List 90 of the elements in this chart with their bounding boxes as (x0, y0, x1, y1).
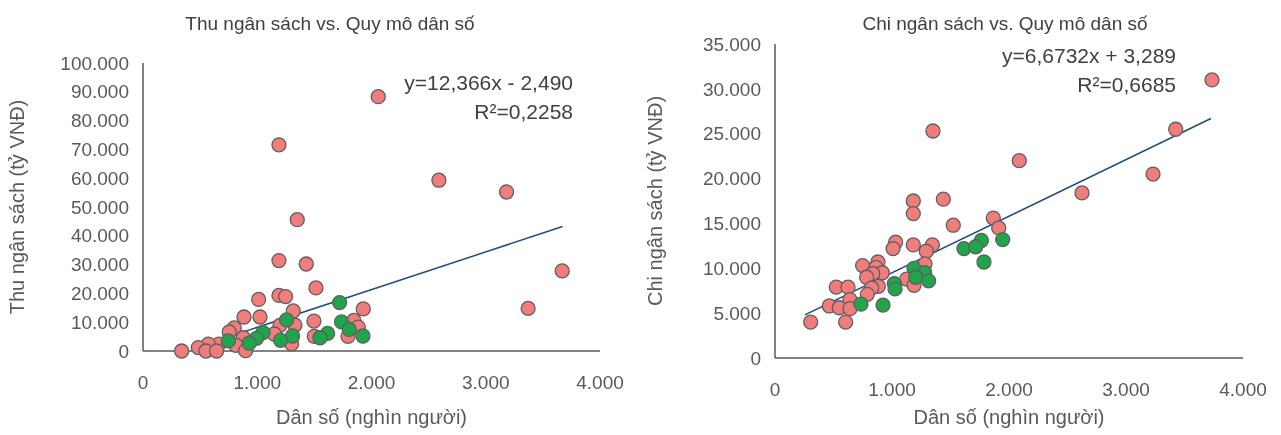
point (220, 333, 236, 349)
x-tick-label: 3.000 (461, 372, 510, 393)
point (803, 314, 819, 330)
point (236, 309, 252, 325)
y-axis-title: Chi ngân sách (tỷ VNĐ) (644, 95, 666, 307)
point (520, 300, 536, 317)
y-tick-label: 10.000 (702, 257, 761, 279)
point (887, 281, 903, 297)
point (331, 294, 348, 311)
point (355, 301, 371, 317)
y-tick-label: 80.000 (70, 110, 129, 132)
annotation: R²=0,2258 (474, 100, 573, 123)
point (918, 243, 934, 259)
y-tick-label: 20.000 (702, 168, 761, 190)
point (278, 312, 295, 328)
point (945, 217, 961, 233)
y-tick-label: 15.000 (702, 213, 761, 235)
y-tick-label: 20.000 (70, 283, 129, 305)
point (1145, 166, 1161, 182)
x-axis-title: Dân số (nghìn người) (913, 406, 1105, 428)
point (289, 212, 305, 228)
point (498, 184, 515, 200)
y-tick-label: 30.000 (70, 254, 129, 276)
point (355, 328, 371, 344)
point (920, 273, 937, 289)
point (838, 314, 854, 330)
chart-title: Thu ngân sách vs. Quy mô dân số (185, 13, 476, 34)
point (250, 291, 267, 308)
x-tick-label: 0 (769, 379, 781, 400)
point (298, 256, 314, 272)
y-tick-label: 25.000 (702, 123, 761, 145)
chart-title: Chi ngân sách vs. Quy mô dân số (862, 13, 1148, 34)
point (341, 321, 357, 338)
y-tick-label: 5.000 (713, 302, 761, 324)
point (968, 239, 984, 255)
x-tick-label: 1.000 (233, 372, 282, 393)
point (885, 240, 901, 257)
point (840, 279, 856, 295)
point (1011, 152, 1027, 169)
y-tick-label: 0 (118, 340, 129, 362)
point (976, 254, 992, 270)
point (272, 332, 289, 348)
point (905, 237, 921, 253)
x-tick-label: 2.000 (985, 379, 1033, 400)
point (905, 205, 921, 222)
point (935, 191, 952, 207)
x-tick-label: 1.000 (868, 379, 916, 400)
point (370, 89, 386, 105)
point (554, 263, 570, 279)
annotation: y=12,366x - 2,490 (404, 71, 573, 94)
point (208, 343, 225, 359)
y-tick-label: 70.000 (70, 139, 129, 161)
annotation: y=6,6732x + 3,289 (1002, 44, 1176, 67)
point (306, 313, 322, 329)
y-tick-label: 0 (750, 347, 761, 369)
x-tick-label: 3.000 (1102, 379, 1150, 400)
y-tick-label: 100.000 (60, 52, 129, 74)
point (308, 280, 324, 296)
y-tick-label: 35.000 (702, 33, 761, 55)
point (271, 252, 287, 269)
point (284, 328, 301, 344)
y-axis-title: Thu ngân sách (tỷ VNĐ) (6, 99, 28, 315)
point (907, 269, 924, 285)
x-tick-label: 4.000 (576, 372, 624, 393)
point (1168, 121, 1184, 137)
point (252, 309, 268, 325)
x-tick-label: 4.000 (1219, 379, 1267, 400)
point (277, 288, 294, 305)
point (1204, 72, 1220, 88)
y-tick-label: 90.000 (70, 81, 129, 103)
x-tick-label: 2.000 (347, 372, 396, 393)
point (1074, 185, 1090, 201)
y-tick-label: 30.000 (702, 78, 761, 100)
point (173, 343, 190, 359)
point (271, 137, 287, 153)
point (853, 296, 869, 312)
y-tick-label: 10.000 (70, 311, 129, 333)
y-tick-label: 40.000 (70, 225, 129, 247)
x-axis-title: Dân số (nghìn người) (275, 406, 468, 428)
x-tick-label: 0 (137, 372, 149, 393)
point (925, 123, 941, 139)
point (995, 231, 1011, 248)
point (431, 172, 447, 188)
y-tick-label: 60.000 (70, 167, 129, 189)
annotation: R²=0,6685 (1077, 73, 1176, 96)
point (875, 297, 891, 313)
y-tick-label: 50.000 (70, 196, 129, 218)
point (241, 335, 257, 351)
point (312, 330, 328, 346)
point (905, 193, 921, 209)
